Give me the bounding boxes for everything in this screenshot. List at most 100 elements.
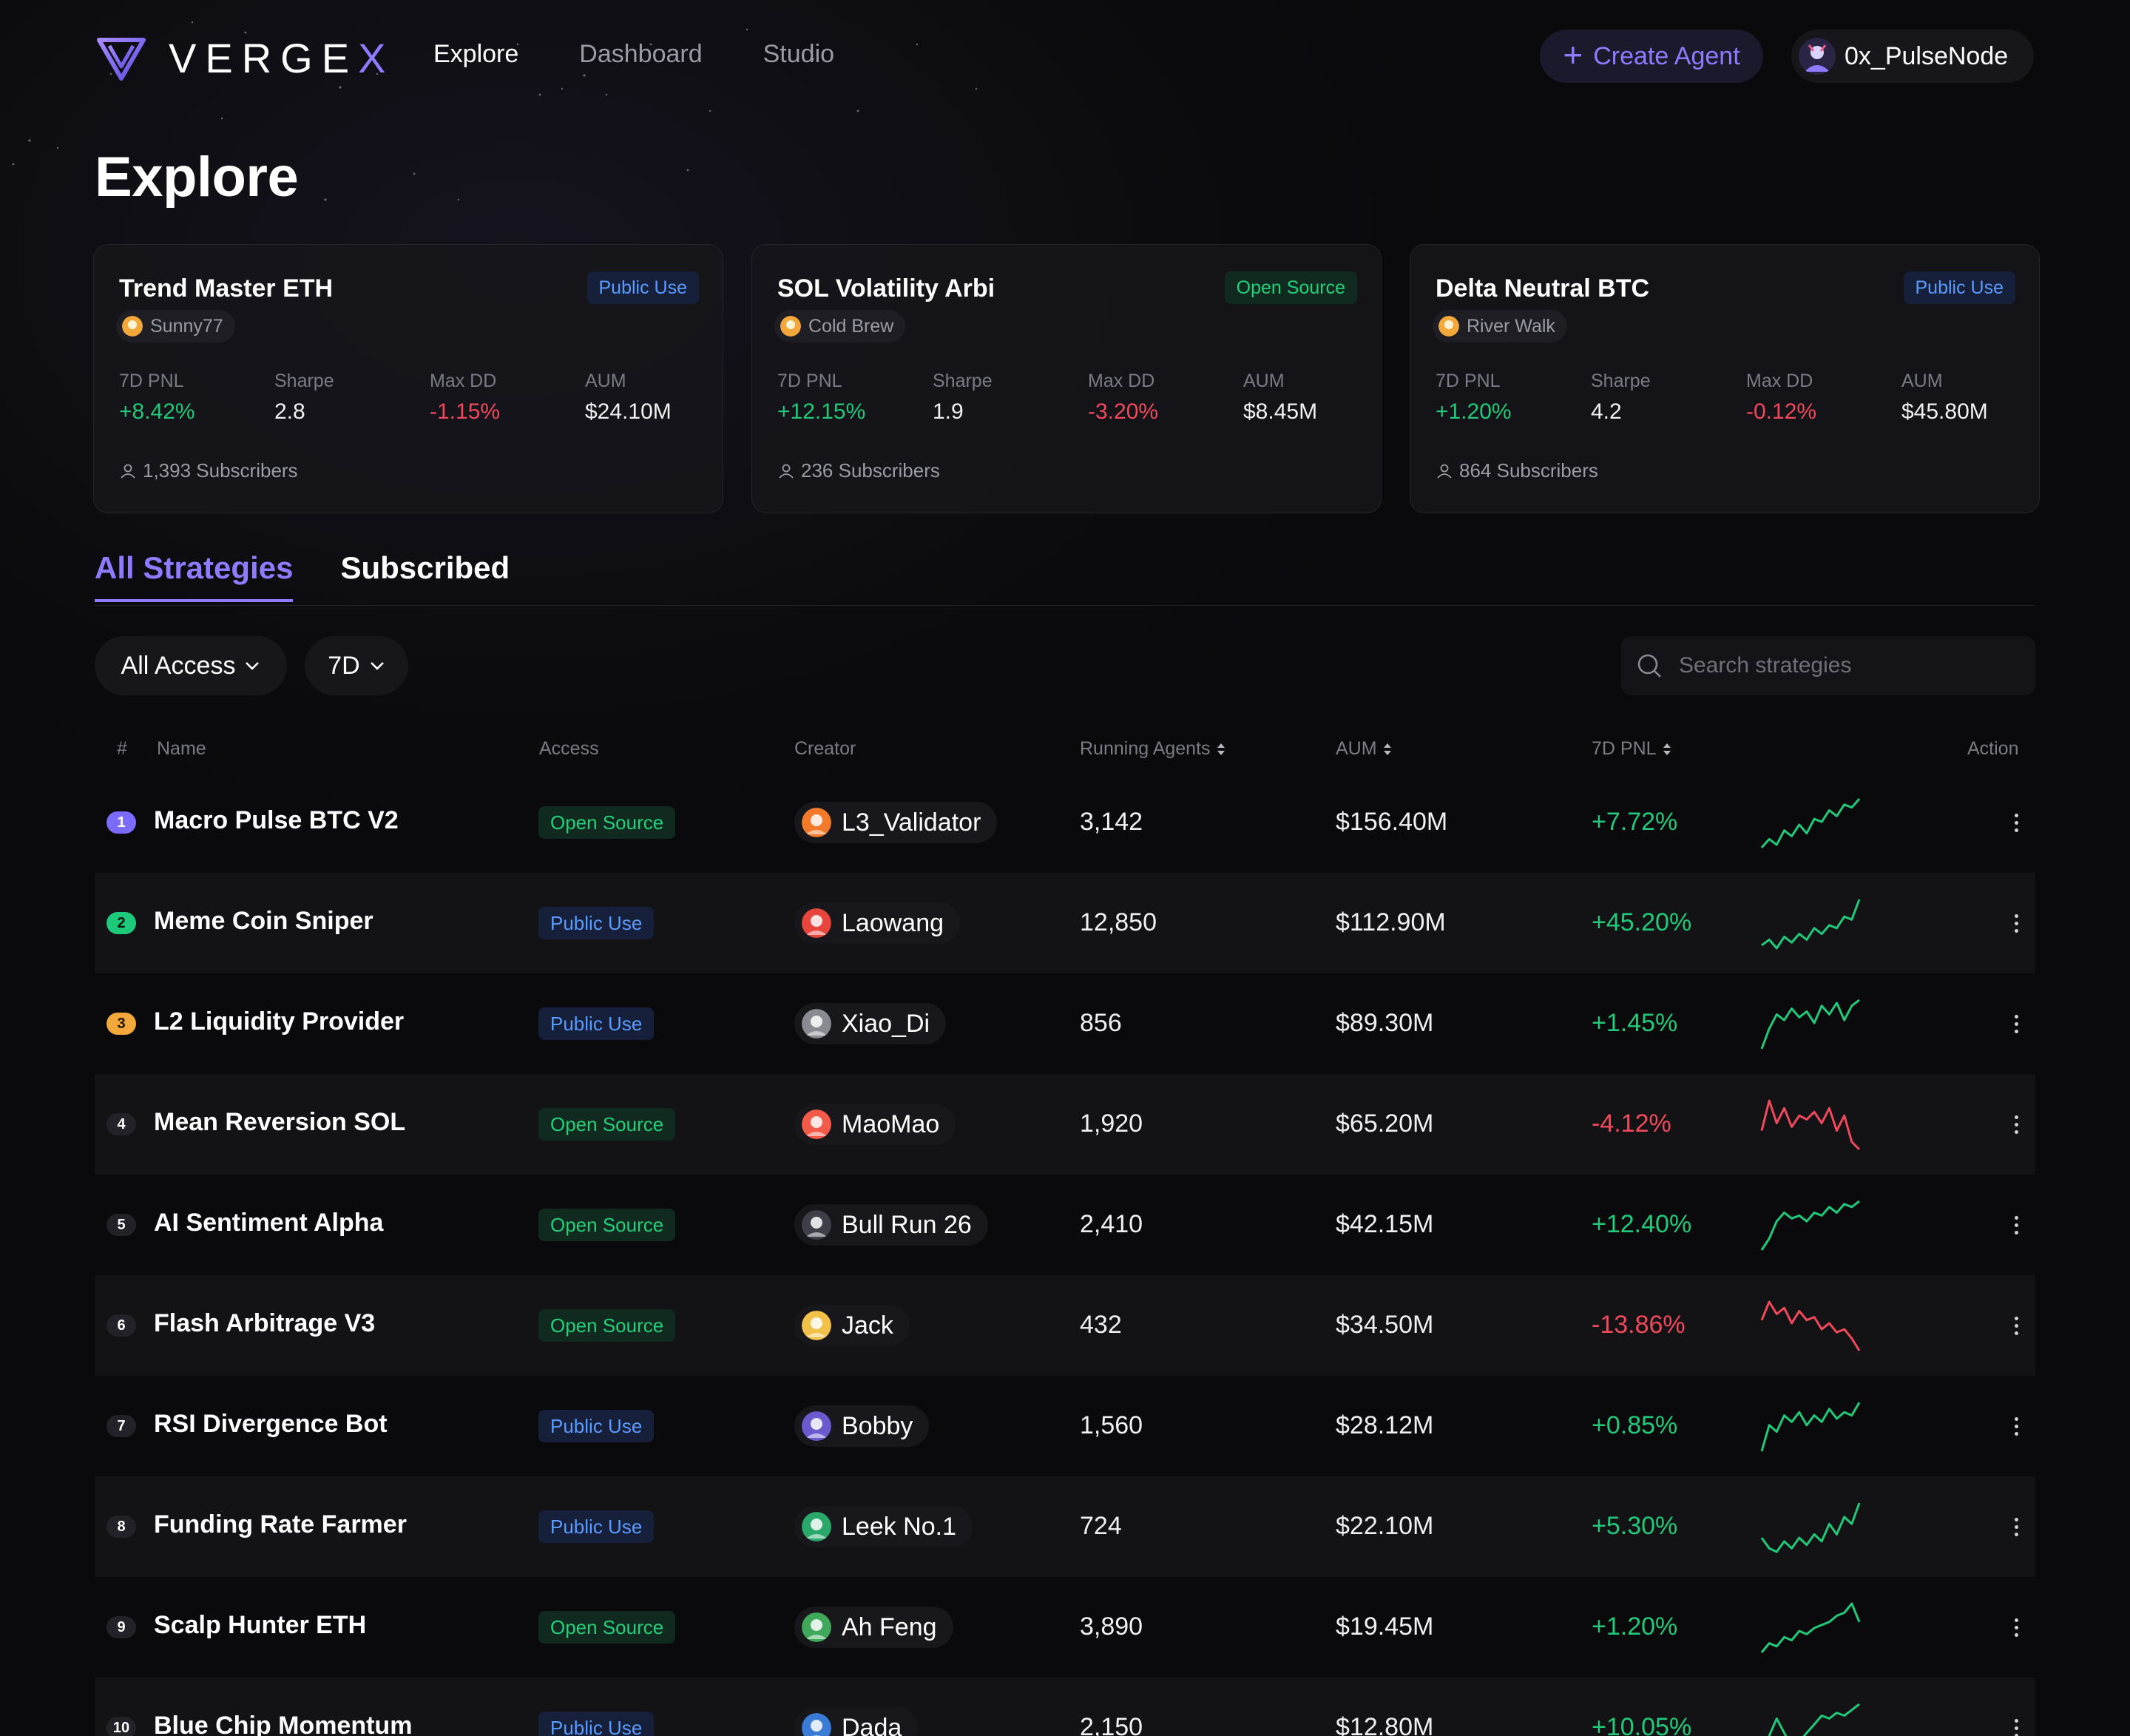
pnl-sparkline xyxy=(1760,1300,1861,1351)
sort-icon xyxy=(1217,743,1225,755)
creator-name: MaoMao xyxy=(842,1110,940,1138)
more-actions-icon[interactable] xyxy=(2003,910,2029,936)
creator-chip[interactable]: River Walk xyxy=(1433,310,1567,342)
strategy-name[interactable]: Funding Rate Farmer xyxy=(154,1510,407,1539)
user-account-chip[interactable]: 0x_PulseNode xyxy=(1791,30,2034,83)
user-avatar xyxy=(1799,38,1836,75)
creator-chip[interactable]: Bobby xyxy=(794,1405,930,1447)
strategy-name[interactable]: L2 Liquidity Provider xyxy=(154,1007,405,1036)
main-nav: Explore Dashboard Studio xyxy=(433,40,834,69)
strategy-name[interactable]: Blue Chip Momentum xyxy=(154,1712,413,1736)
strategy-name[interactable]: Mean Reversion SOL xyxy=(154,1108,406,1136)
page-title: Explore xyxy=(95,146,299,209)
aum-value: $42.15M xyxy=(1336,1210,1434,1238)
nav-dashboard[interactable]: Dashboard xyxy=(579,40,703,68)
more-actions-icon[interactable] xyxy=(2003,1413,2029,1439)
creator-avatar xyxy=(802,1210,831,1240)
search-input[interactable] xyxy=(1679,653,2004,678)
more-actions-icon[interactable] xyxy=(2003,1715,2029,1736)
table-row[interactable]: 4 Mean Reversion SOL Open Source MaoMao … xyxy=(95,1074,2035,1175)
table-row[interactable]: 3 L2 Liquidity Provider Public Use Xiao_… xyxy=(95,973,2035,1074)
more-actions-icon[interactable] xyxy=(2003,1010,2029,1037)
creator-chip[interactable]: Sunny77 xyxy=(116,310,235,342)
creator-chip[interactable]: MaoMao xyxy=(794,1104,956,1145)
col-rank: # xyxy=(117,738,127,759)
nav-studio[interactable]: Studio xyxy=(763,40,835,68)
aum-value: $89.30M xyxy=(1336,1009,1434,1037)
creator-name: Laowang xyxy=(842,908,944,937)
tab-subscribed[interactable]: Subscribed xyxy=(340,550,510,585)
running-agents: 3,890 xyxy=(1080,1612,1143,1641)
aum-value: $112.90M xyxy=(1336,908,1446,936)
strategy-name[interactable]: AI Sentiment Alpha xyxy=(154,1209,384,1237)
more-actions-icon[interactable] xyxy=(2003,809,2029,836)
creator-chip[interactable]: Bull Run 26 xyxy=(794,1204,988,1246)
col-7d-pnl[interactable]: 7D PNL xyxy=(1592,738,1671,760)
more-actions-icon[interactable] xyxy=(2003,1312,2029,1339)
aum-value: $19.45M xyxy=(1336,1612,1434,1641)
table-row[interactable]: 5 AI Sentiment Alpha Open Source Bull Ru… xyxy=(95,1175,2035,1275)
creator-chip[interactable]: Jack xyxy=(794,1305,910,1346)
brand-logo[interactable]: VERGEX xyxy=(96,34,394,82)
creator-chip[interactable]: Leek No.1 xyxy=(794,1506,973,1547)
strategy-name[interactable]: Meme Coin Sniper xyxy=(154,907,373,935)
creator-chip[interactable]: Xiao_Di xyxy=(794,1003,947,1044)
col-running-agents[interactable]: Running Agents xyxy=(1080,738,1225,760)
table-row[interactable]: 6 Flash Arbitrage V3 Open Source Jack 43… xyxy=(95,1275,2035,1376)
access-filter-value: All Access xyxy=(121,651,236,680)
strategy-name[interactable]: Flash Arbitrage V3 xyxy=(154,1309,376,1337)
table-row[interactable]: 1 Macro Pulse BTC V2 Open Source L3_Vali… xyxy=(95,772,2035,873)
table-row[interactable]: 7 RSI Divergence Bot Public Use Bobby 1,… xyxy=(95,1376,2035,1476)
card-metrics: 7D PNL +1.20% Sharpe 4.2 Max DD -0.12% A… xyxy=(1436,371,2057,425)
sparkline-path xyxy=(1760,1099,1861,1151)
access-badge: Public Use xyxy=(538,907,655,939)
card-metric: Sharpe 1.9 xyxy=(933,371,1088,425)
strategy-name[interactable]: RSI Divergence Bot xyxy=(154,1410,388,1438)
creator-name: Bull Run 26 xyxy=(842,1210,972,1239)
creator-name: Jack xyxy=(842,1311,893,1340)
creator-chip[interactable]: L3_Validator xyxy=(794,802,998,843)
more-actions-icon[interactable] xyxy=(2003,1614,2029,1641)
nav-explore[interactable]: Explore xyxy=(433,40,519,68)
card-title: SOL Volatility Arbi xyxy=(777,274,995,303)
strategy-name[interactable]: Macro Pulse BTC V2 xyxy=(154,806,399,834)
pnl-sparkline xyxy=(1761,899,1861,950)
create-agent-button[interactable]: + Create Agent xyxy=(1540,30,1763,83)
sparkline-path xyxy=(1760,798,1861,848)
featured-card[interactable]: Delta Neutral BTC Public Use River Walk … xyxy=(1410,244,2040,513)
pnl-sparkline xyxy=(1760,1402,1861,1452)
more-actions-icon[interactable] xyxy=(2003,1513,2029,1540)
creator-avatar xyxy=(802,1311,831,1340)
strategy-name[interactable]: Scalp Hunter ETH xyxy=(154,1611,367,1639)
metric-value: +1.20% xyxy=(1436,399,1512,424)
metric-value: -1.15% xyxy=(430,399,501,424)
creator-chip[interactable]: Laowang xyxy=(794,902,961,944)
period-filter-dropdown[interactable]: 7D xyxy=(305,636,408,695)
create-agent-label: Create Agent xyxy=(1593,41,1740,70)
card-metric: Sharpe 4.2 xyxy=(1591,371,1746,425)
user-icon xyxy=(779,464,794,479)
table-row[interactable]: 10 Blue Chip Momentum Public Use Dada 2,… xyxy=(95,1678,2035,1736)
tab-all-strategies[interactable]: All Strategies xyxy=(95,550,294,602)
table-row[interactable]: 8 Funding Rate Farmer Public Use Leek No… xyxy=(95,1476,2035,1577)
table-row[interactable]: 9 Scalp Hunter ETH Open Source Ah Feng 3… xyxy=(95,1577,2035,1678)
featured-card[interactable]: Trend Master ETH Public Use Sunny77 7D P… xyxy=(93,244,723,513)
metric-value: $8.45M xyxy=(1243,399,1318,424)
top-header: VERGEX Explore Dashboard Studio + Create… xyxy=(0,0,2130,111)
creator-chip[interactable]: Dada xyxy=(794,1707,919,1736)
more-actions-icon[interactable] xyxy=(2003,1111,2029,1138)
rank-badge: 3 xyxy=(106,1013,136,1035)
table-row[interactable]: 2 Meme Coin Sniper Public Use Laowang 12… xyxy=(95,873,2035,973)
metric-label: Max DD xyxy=(430,371,497,391)
rank-badge: 6 xyxy=(106,1314,136,1337)
creator-chip[interactable]: Cold Brew xyxy=(774,310,906,342)
creator-chip[interactable]: Ah Feng xyxy=(794,1607,953,1648)
aum-value: $28.12M xyxy=(1336,1411,1434,1439)
pnl-value: +45.20% xyxy=(1592,908,1692,936)
access-filter-dropdown[interactable]: All Access xyxy=(95,636,287,695)
col-aum[interactable]: AUM xyxy=(1336,738,1392,760)
featured-card[interactable]: SOL Volatility Arbi Open Source Cold Bre… xyxy=(751,244,1382,513)
running-agents: 856 xyxy=(1080,1009,1122,1037)
more-actions-icon[interactable] xyxy=(2003,1212,2029,1238)
